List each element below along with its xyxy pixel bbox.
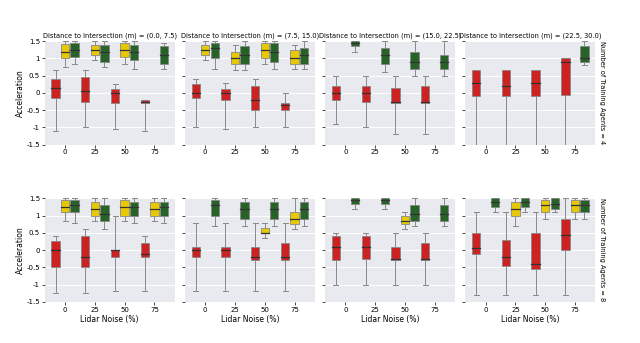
Bar [241,46,249,63]
Bar [191,247,200,257]
Text: Number of Training Agents = 4: Number of Training Agents = 4 [599,41,605,144]
Bar [580,46,589,62]
Bar [91,202,99,216]
Bar [381,48,389,63]
Bar [61,44,69,58]
Bar [100,45,109,62]
X-axis label: Lidar Noise (%): Lidar Noise (%) [361,316,419,324]
Bar [141,100,149,103]
Bar [531,233,540,269]
Title: Distance to Intersection (m) = (15.0, 22.5): Distance to Intersection (m) = (15.0, 22… [319,33,461,39]
Bar [81,236,90,267]
X-axis label: Lidar Noise (%): Lidar Noise (%) [221,316,279,324]
Bar [491,198,499,207]
Bar [521,198,529,207]
Bar [141,243,149,257]
Bar [260,43,269,58]
Bar [70,43,79,57]
Bar [130,45,138,60]
Bar [111,90,119,103]
Bar [91,45,99,55]
Bar [191,84,200,98]
Bar [332,86,340,100]
Bar [270,43,278,62]
Bar [201,45,209,55]
Bar [70,200,79,212]
Bar [130,202,138,216]
Bar [160,202,168,216]
Y-axis label: Acceleration: Acceleration [16,226,25,274]
Bar [440,205,449,221]
X-axis label: Lidar Noise (%): Lidar Noise (%) [501,316,559,324]
Bar [160,46,168,63]
Bar [291,212,299,224]
Bar [221,247,230,257]
Bar [281,243,289,260]
Title: Distance to Intersection (m) = (22.5, 30.0): Distance to Intersection (m) = (22.5, 30… [459,33,602,39]
Bar [300,48,308,63]
Bar [221,90,230,100]
Bar [421,243,429,260]
Bar [231,51,239,63]
Bar [531,70,540,96]
Bar [241,202,249,219]
Bar [440,55,449,69]
Bar [541,200,549,212]
Bar [502,240,510,265]
Bar [410,51,419,69]
Bar [281,103,289,110]
Bar [120,200,129,216]
Bar [211,200,219,216]
Bar [81,78,90,102]
Y-axis label: Acceleration: Acceleration [16,69,25,117]
Bar [351,41,359,46]
Bar [51,241,60,267]
Bar [270,202,278,219]
Bar [502,70,510,96]
X-axis label: Lidar Noise (%): Lidar Noise (%) [81,316,139,324]
Bar [421,86,429,103]
Bar [580,200,589,212]
Bar [571,200,579,212]
Bar [550,198,559,209]
Bar [472,70,480,96]
Bar [332,236,340,260]
Bar [381,198,389,203]
Bar [391,88,399,103]
Bar [291,50,299,63]
Bar [561,219,570,250]
Bar [120,43,129,57]
Bar [51,79,60,98]
Bar [511,202,520,216]
Bar [401,216,409,224]
Bar [111,250,119,257]
Bar [150,202,159,216]
Bar [561,58,570,95]
Bar [211,43,219,58]
Title: Distance to Intersection (m) = (7.5, 15.0): Distance to Intersection (m) = (7.5, 15.… [180,33,319,39]
Title: Distance to Intersection (m) = (0.0, 7.5): Distance to Intersection (m) = (0.0, 7.5… [43,33,177,39]
Bar [362,236,370,259]
Bar [362,86,370,102]
Bar [410,205,419,221]
Bar [391,247,399,260]
Bar [100,205,109,221]
Bar [251,86,259,110]
Bar [351,198,359,203]
Bar [260,228,269,233]
Bar [472,233,480,253]
Bar [300,202,308,219]
Bar [251,247,259,260]
Bar [61,200,69,212]
Text: Number of Training Agents = 8: Number of Training Agents = 8 [599,199,605,302]
